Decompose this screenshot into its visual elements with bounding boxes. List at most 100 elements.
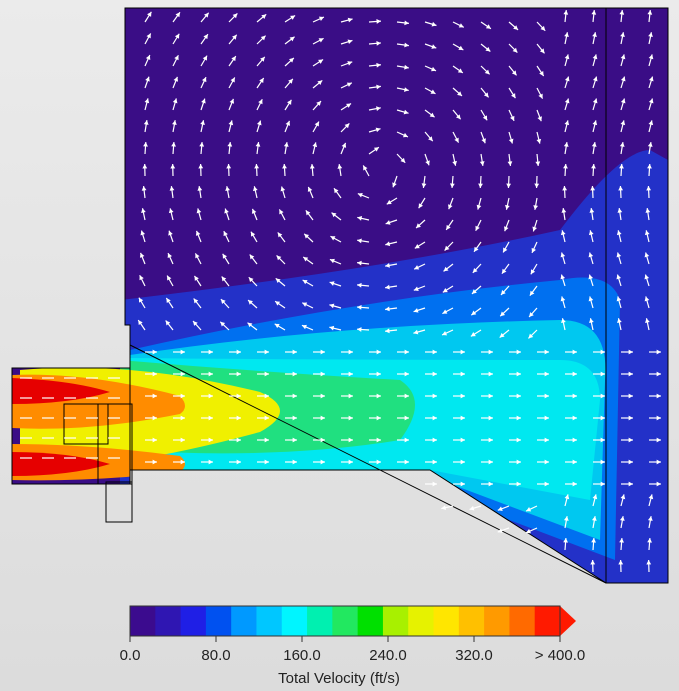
vector-arrowhead <box>144 98 150 104</box>
vector-arrowhead <box>196 208 202 214</box>
vector-arrowhead <box>152 371 157 377</box>
vector-arrowhead <box>432 459 437 465</box>
vector-arrowhead <box>224 208 229 214</box>
vector-arrowhead <box>460 415 465 421</box>
vector-arrowhead <box>199 142 205 147</box>
vector-arrowhead <box>316 101 322 106</box>
vector-arrowhead <box>348 371 353 377</box>
vector-arrowhead <box>544 371 549 377</box>
vector-arrowhead <box>478 183 483 188</box>
vector-arrowhead <box>418 203 424 209</box>
vector-arrowhead <box>500 311 506 317</box>
vector-arrowhead <box>561 208 567 213</box>
vector-arrowhead <box>531 247 537 253</box>
vector-arrowhead <box>620 54 626 60</box>
vector-arrowhead <box>147 11 152 17</box>
legend-swatch <box>408 606 435 636</box>
vector-arrowhead <box>588 274 594 280</box>
vector-arrowhead <box>648 54 654 60</box>
vector-arrowhead <box>290 15 296 20</box>
vector-arrowhead <box>572 371 577 377</box>
vector-arrowhead <box>168 230 173 236</box>
vector-arrowhead <box>644 274 650 280</box>
vector-arrowhead <box>501 268 507 274</box>
vector-arrowhead <box>618 186 624 191</box>
vector-arrowhead <box>616 296 622 302</box>
vector-arrowhead <box>425 160 430 166</box>
vector-arrowhead <box>460 393 465 399</box>
vector-arrowhead <box>168 208 174 214</box>
legend-tick-0: 0.0 <box>119 647 141 664</box>
legend-swatch <box>307 606 333 636</box>
vector-arrowhead <box>251 208 257 214</box>
vector-arrowhead <box>432 349 437 355</box>
vector-arrowhead <box>488 459 493 465</box>
vector-arrowhead <box>564 98 570 104</box>
vector-arrowhead <box>404 415 409 421</box>
vector-arrowhead <box>385 284 390 290</box>
vector-arrowhead <box>526 528 531 534</box>
vector-arrowhead <box>457 68 463 73</box>
vector-arrowhead <box>180 349 185 355</box>
vector-arrowhead <box>656 349 661 355</box>
vector-arrowhead <box>139 252 145 258</box>
vector-arrowhead <box>564 32 569 38</box>
vector-arrowhead <box>619 164 624 169</box>
vector-arrowhead <box>628 481 633 487</box>
vector-arrowhead <box>620 494 626 500</box>
vector-arrowhead <box>138 297 144 303</box>
vector-arrowhead <box>592 120 598 126</box>
vector-arrowhead <box>432 393 437 399</box>
vector-arrowhead <box>628 349 633 355</box>
vector-arrowhead <box>544 459 549 465</box>
vector-arrowhead <box>357 238 362 244</box>
vector-arrowhead <box>628 415 633 421</box>
vector-arrowhead <box>254 164 260 169</box>
vector-arrowhead <box>292 459 297 465</box>
vector-arrowhead <box>628 393 633 399</box>
vector-arrowhead <box>413 286 419 291</box>
legend-swatch <box>180 606 207 636</box>
vector-arrowhead <box>357 305 362 310</box>
vector-arrowhead <box>139 275 144 281</box>
vector-arrowhead <box>404 371 409 377</box>
legend-tick-2: 160.0 <box>283 647 321 664</box>
vector-arrowhead <box>544 349 549 355</box>
vector-arrowhead <box>180 437 185 443</box>
vector-arrowhead <box>645 208 651 213</box>
vector-arrowhead <box>347 39 353 45</box>
vector-arrowhead <box>334 188 339 194</box>
vector-arrowhead <box>644 230 650 236</box>
vector-arrowhead <box>221 276 227 282</box>
vector-arrowhead <box>320 371 325 377</box>
vector-arrowhead <box>592 494 598 500</box>
legend-tick-4: 320.0 <box>455 647 493 664</box>
vector-arrowhead <box>432 481 437 487</box>
vector-arrowhead <box>616 230 622 236</box>
vector-arrowhead <box>600 415 605 421</box>
vector-arrowhead <box>236 415 241 421</box>
vector-arrowhead <box>170 164 176 169</box>
vector-arrowhead <box>648 32 653 38</box>
vector-arrowhead <box>485 46 491 52</box>
vector-arrowhead <box>644 252 650 258</box>
vector-arrowhead <box>169 186 175 191</box>
red-core-lower <box>12 452 110 476</box>
vector-arrowhead <box>289 36 295 42</box>
vector-arrowhead <box>292 437 297 443</box>
vector-arrowhead <box>376 40 381 46</box>
vector-arrowhead <box>301 324 307 330</box>
vector-arrowhead <box>376 62 381 68</box>
vector-arrowhead <box>528 333 534 339</box>
vector-arrowhead <box>357 192 363 198</box>
vector-arrowhead <box>619 10 625 15</box>
vector-arrowhead <box>616 274 622 280</box>
vector-arrowhead <box>250 231 256 237</box>
vector-arrowhead <box>529 290 535 296</box>
vector-arrowhead <box>385 241 391 247</box>
vector-arrowhead <box>481 138 486 144</box>
vector-arrowhead <box>646 560 652 565</box>
vector-arrowhead <box>329 325 335 331</box>
vector-arrowhead <box>404 437 409 443</box>
vector-arrowhead <box>516 437 521 443</box>
